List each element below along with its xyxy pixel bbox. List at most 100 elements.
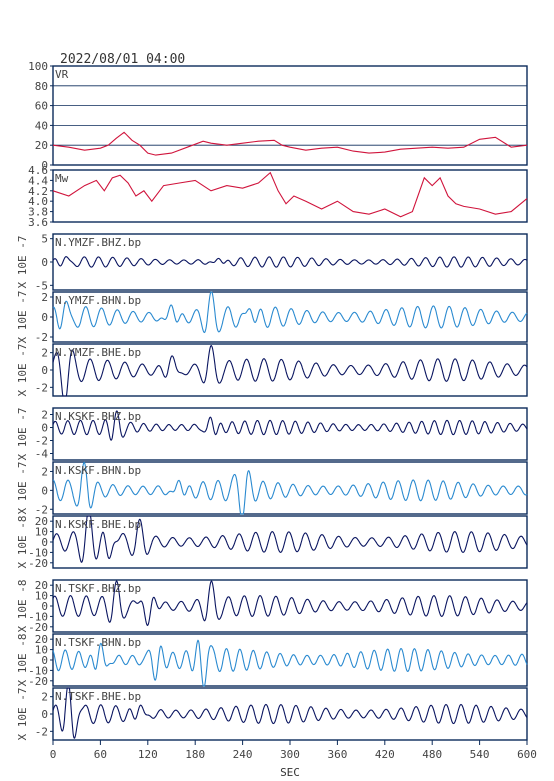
x-tick-label: 540 xyxy=(470,748,490,761)
y-axis-label: X 10E -7 xyxy=(16,344,29,397)
panel-n-ymzf-bhe-bp: -2 0 2 X 10E -7 N.YMZF.BHE.bp xyxy=(16,343,528,397)
y-tick-label: 0 xyxy=(41,484,48,497)
y-tick-label: 20 xyxy=(35,515,48,528)
y-tick-label: 2 xyxy=(41,409,48,422)
y-axis-label: X 10E -8 xyxy=(16,516,29,569)
y-tick-label: 40 xyxy=(35,119,48,132)
y-tick-label: 4.4 xyxy=(28,174,48,187)
y-tick-label: 0 xyxy=(41,256,48,269)
y-tick-label: -10 xyxy=(28,664,48,677)
series-line xyxy=(52,410,528,441)
series-line xyxy=(52,515,528,563)
y-tick-label: 0 xyxy=(41,159,48,172)
y-tick-label: -2 xyxy=(35,725,48,738)
y-tick-label: -2 xyxy=(35,503,48,516)
y-tick-label: 5 xyxy=(41,233,48,246)
y-tick-label: 20 xyxy=(35,579,48,592)
y-tick-label: -4 xyxy=(35,448,49,461)
y-tick-label: 10 xyxy=(35,590,48,603)
series-line xyxy=(52,580,528,627)
series-line xyxy=(52,344,528,397)
panel-label: N.KSKF.BHE.bp xyxy=(55,518,141,531)
panel-n-ymzf-bhz-bp: -5 0 5 X 10E -7 N.YMZF.BHZ.bp xyxy=(16,233,528,292)
y-tick-label: -20 xyxy=(28,557,48,570)
y-tick-label: 100 xyxy=(28,60,48,73)
y-tick-label: 20 xyxy=(35,633,48,646)
x-tick-label: 480 xyxy=(422,748,442,761)
x-tick-label: 360 xyxy=(327,748,347,761)
panel-frame xyxy=(52,461,528,515)
x-tick-label: 420 xyxy=(375,748,395,761)
panel-label: N.YMZF.BHE.bp xyxy=(55,346,141,359)
series-line xyxy=(52,639,528,687)
panel-label: N.YMZF.BHN.bp xyxy=(55,294,141,307)
y-axis-label: X 10E -7 xyxy=(16,291,29,344)
y-tick-label: -10 xyxy=(28,546,48,559)
panel-n-tskf-bhe-bp: -2 0 2 X 10E -7 N.TSKF.BHE.bp xyxy=(16,687,528,741)
y-tick-label: 60 xyxy=(35,100,48,113)
y-tick-label: 2 xyxy=(41,465,48,478)
panel-n-kskf-bhn-bp: -2 0 2 X 10E -7 N.KSKF.BHN.bp xyxy=(16,461,528,516)
panel-frame xyxy=(52,65,528,166)
y-tick-label: -20 xyxy=(28,621,48,634)
y-tick-label: 0 xyxy=(41,536,48,549)
y-tick-label: 4.0 xyxy=(28,195,48,208)
y-tick-label: 2 xyxy=(41,291,48,304)
y-axis-label: X 10E -7 xyxy=(16,462,29,515)
y-tick-label: 2 xyxy=(41,347,48,360)
y-tick-label: 2 xyxy=(41,691,48,704)
series-line xyxy=(52,131,528,156)
series-line xyxy=(52,291,528,334)
panel-label: N.TSKF.BHE.bp xyxy=(55,690,141,703)
panel-mw: 3.63.84.04.24.44.6 Mw xyxy=(28,164,528,229)
panel-vr: 0 20 40 60 80 100 VR xyxy=(28,60,528,172)
y-tick-label: 10 xyxy=(35,644,48,657)
series-line xyxy=(52,461,528,515)
series-line xyxy=(52,687,528,739)
panel-label: N.KSKF.BHN.bp xyxy=(55,464,141,477)
panel-label: VR xyxy=(55,68,69,81)
panel-label: N.TSKF.BHZ.bp xyxy=(55,582,141,595)
y-tick-label: -2 xyxy=(35,331,48,344)
y-axis-label: X 10E -8 xyxy=(16,580,29,633)
x-tick-label: 60 xyxy=(94,748,107,761)
panel-frame xyxy=(52,169,528,223)
series-line xyxy=(52,256,528,268)
y-tick-label: -5 xyxy=(35,279,48,292)
panel-label: N.KSKF.BHZ.bp xyxy=(55,410,141,423)
y-tick-label: 0 xyxy=(41,311,48,324)
y-axis-label: X 10E -7 xyxy=(16,408,29,461)
y-axis-label: X 10E -8 xyxy=(16,634,29,687)
y-tick-label: -2 xyxy=(35,435,48,448)
panel-label: N.YMZF.BHZ.bp xyxy=(55,236,141,249)
panel-label: Mw xyxy=(55,172,69,185)
y-tick-label: 4.2 xyxy=(28,185,48,198)
x-tick-label: 600 xyxy=(517,748,537,761)
y-tick-label: 0 xyxy=(41,708,48,721)
y-tick-label: -20 xyxy=(28,675,48,688)
x-tick-label: 240 xyxy=(233,748,253,761)
y-tick-label: 0 xyxy=(41,422,48,435)
panel-n-kskf-bhz-bp: -4-202 X 10E -7 N.KSKF.BHZ.bp xyxy=(16,407,528,461)
y-tick-label: 10 xyxy=(35,526,48,539)
x-tick-label: 180 xyxy=(185,748,205,761)
y-tick-label: 4.6 xyxy=(28,164,48,177)
x-tick-label: 300 xyxy=(280,748,300,761)
y-tick-label: 3.8 xyxy=(28,206,48,219)
x-axis: 0 60 120 180 240 300 360 420 480 540 600 xyxy=(50,740,537,761)
y-axis-label: X 10E -7 xyxy=(16,236,29,289)
panels: 020406080100VR3.63.84.04.24.44.6Mw-505X … xyxy=(16,60,528,741)
panel-n-ymzf-bhn-bp: -2 0 2 X 10E -7 N.YMZF.BHN.bp xyxy=(16,291,528,344)
panel-label: N.TSKF.BHN.bp xyxy=(55,636,141,649)
header-datetime: 2022/08/01 04:00 xyxy=(60,52,185,67)
y-tick-label: 0 xyxy=(41,654,48,667)
y-axis-label: X 10E -7 xyxy=(16,688,29,741)
panel-frame xyxy=(52,407,528,461)
y-tick-label: 0 xyxy=(41,364,48,377)
y-tick-label: 20 xyxy=(35,139,48,152)
series-line xyxy=(52,171,528,218)
y-tick-label: 3.6 xyxy=(28,216,48,229)
